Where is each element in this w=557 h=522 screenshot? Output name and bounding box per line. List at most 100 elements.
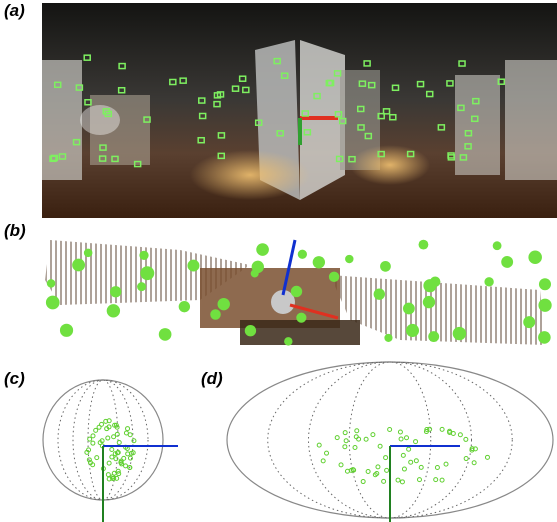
feature-point xyxy=(364,437,368,441)
feature-point xyxy=(380,261,391,272)
feature-point xyxy=(72,259,85,272)
feature-point xyxy=(298,250,307,259)
wall xyxy=(505,60,557,180)
feature-point xyxy=(344,439,348,443)
feature-point xyxy=(453,327,466,340)
feature-point xyxy=(251,269,259,277)
feature-point xyxy=(405,436,409,440)
panel-label: (a) xyxy=(4,1,25,20)
feature-point xyxy=(112,435,116,439)
feature-point xyxy=(126,427,130,431)
feature-point xyxy=(339,463,343,467)
feature-point xyxy=(403,303,415,315)
feature-point xyxy=(88,437,92,441)
feature-point xyxy=(464,457,468,461)
feature-point xyxy=(538,331,551,344)
feature-point xyxy=(210,309,221,320)
feature-point xyxy=(139,251,148,260)
feature-point xyxy=(539,278,551,290)
feature-point xyxy=(407,447,411,451)
feature-point xyxy=(137,282,146,291)
panel-label: (b) xyxy=(4,221,26,240)
feature-point xyxy=(60,324,73,337)
feature-point xyxy=(95,456,99,460)
feature-point xyxy=(366,470,370,474)
light xyxy=(350,145,430,185)
feature-point xyxy=(493,241,502,250)
feature-point xyxy=(107,304,120,317)
feature-point xyxy=(361,480,365,484)
feature-point xyxy=(159,328,172,341)
feature-point xyxy=(353,446,357,450)
feature-point xyxy=(296,313,306,323)
light xyxy=(190,150,310,200)
feature-point xyxy=(291,286,302,297)
feature-point xyxy=(107,461,111,465)
feature-point xyxy=(343,431,347,435)
feature-point xyxy=(335,436,339,440)
feature-points xyxy=(317,427,489,484)
feature-point xyxy=(284,337,292,345)
feature-point xyxy=(325,451,329,455)
feature-point xyxy=(110,455,114,459)
feature-point xyxy=(140,266,154,280)
feature-point xyxy=(94,428,98,432)
feature-point xyxy=(115,432,119,436)
feature-point xyxy=(384,456,388,460)
feature-point xyxy=(256,243,269,256)
feature-point xyxy=(110,286,121,297)
feature-point xyxy=(399,437,403,441)
feature-point xyxy=(423,296,435,308)
feature-point xyxy=(91,434,95,438)
sphere-projection xyxy=(43,380,178,522)
feature-point xyxy=(400,480,404,484)
feature-point xyxy=(124,464,128,468)
feature-point xyxy=(401,453,405,457)
feature-point xyxy=(538,299,551,312)
panel-label: (d) xyxy=(201,369,223,388)
feature-point xyxy=(382,479,386,483)
feature-point xyxy=(371,433,375,437)
feature-point xyxy=(406,324,419,337)
floor-texture xyxy=(200,268,340,328)
feature-point xyxy=(417,478,421,482)
feature-point xyxy=(458,433,462,437)
feature-point xyxy=(434,478,438,482)
feature-point xyxy=(396,478,400,482)
feature-point xyxy=(464,437,468,441)
feature-point xyxy=(218,298,230,310)
feature-point xyxy=(440,478,444,482)
feature-point xyxy=(423,279,436,292)
point-cloud xyxy=(45,240,552,346)
feature-point xyxy=(313,256,325,268)
feature-point xyxy=(376,465,380,469)
panel-label: (c) xyxy=(4,369,25,388)
feature-point xyxy=(378,444,382,448)
feature-point xyxy=(46,296,60,310)
feature-point xyxy=(187,260,199,272)
feature-point xyxy=(47,279,56,288)
feature-point xyxy=(398,430,402,434)
feature-point xyxy=(106,473,110,477)
feature-point xyxy=(343,445,347,449)
feature-point xyxy=(414,440,418,444)
feature-point xyxy=(117,441,121,445)
feature-point xyxy=(112,471,116,475)
feature-point xyxy=(435,466,439,470)
feature-point xyxy=(110,447,114,451)
feature-point xyxy=(345,469,349,473)
floor-texture xyxy=(240,320,360,345)
feature-point xyxy=(501,256,513,268)
feature-point xyxy=(345,255,353,263)
feature-point xyxy=(84,249,93,258)
light xyxy=(80,105,120,135)
panorama xyxy=(42,3,557,218)
feature-point xyxy=(528,250,542,264)
feature-point xyxy=(419,240,429,250)
feature-point xyxy=(128,433,132,437)
feature-point xyxy=(106,436,110,440)
feature-point xyxy=(414,459,418,463)
feature-point xyxy=(329,272,339,282)
feature-point xyxy=(179,301,190,312)
feature-point xyxy=(374,288,385,299)
